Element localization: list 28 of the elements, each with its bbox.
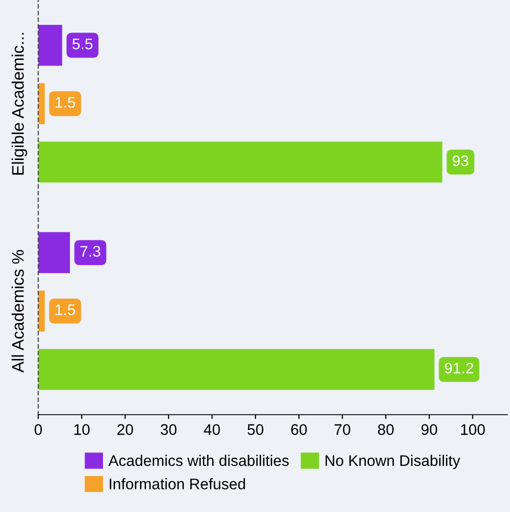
- data-label: 1.5: [56, 97, 76, 108]
- data-label: 7.3: [80, 246, 100, 257]
- data-label: 91.2: [444, 362, 474, 374]
- x-tick-label: 10: [74, 424, 90, 435]
- data-label: 93: [452, 155, 468, 166]
- legend-label: Information Refused: [110, 478, 245, 490]
- legend-label: Academics with disabilities: [108, 454, 289, 466]
- x-tick-label: 70: [334, 424, 350, 435]
- x-tick-label: 60: [291, 424, 307, 435]
- bar: [38, 83, 45, 124]
- x-tick-label: 30: [160, 424, 176, 435]
- bar: [38, 142, 442, 183]
- bar: [38, 24, 62, 66]
- bar: [38, 232, 70, 274]
- bar: [38, 349, 434, 390]
- data-label: 1.5: [56, 304, 76, 316]
- y-tick-label: All Academics %: [12, 250, 24, 373]
- x-tick-label: 0: [34, 424, 42, 435]
- legend-label: No Known Disability: [326, 454, 460, 470]
- x-tick-label: 20: [117, 424, 134, 435]
- x-tick-label: 40: [204, 424, 220, 435]
- x-tick-label: 80: [378, 424, 394, 435]
- bar: [38, 290, 45, 332]
- y-tick-label: Eligible Academic...: [12, 32, 28, 175]
- x-tick-label: 90: [421, 424, 438, 435]
- x-tick-label: 50: [248, 424, 264, 435]
- data-label: 5.5: [72, 38, 92, 50]
- x-tick-label: 100: [461, 424, 485, 435]
